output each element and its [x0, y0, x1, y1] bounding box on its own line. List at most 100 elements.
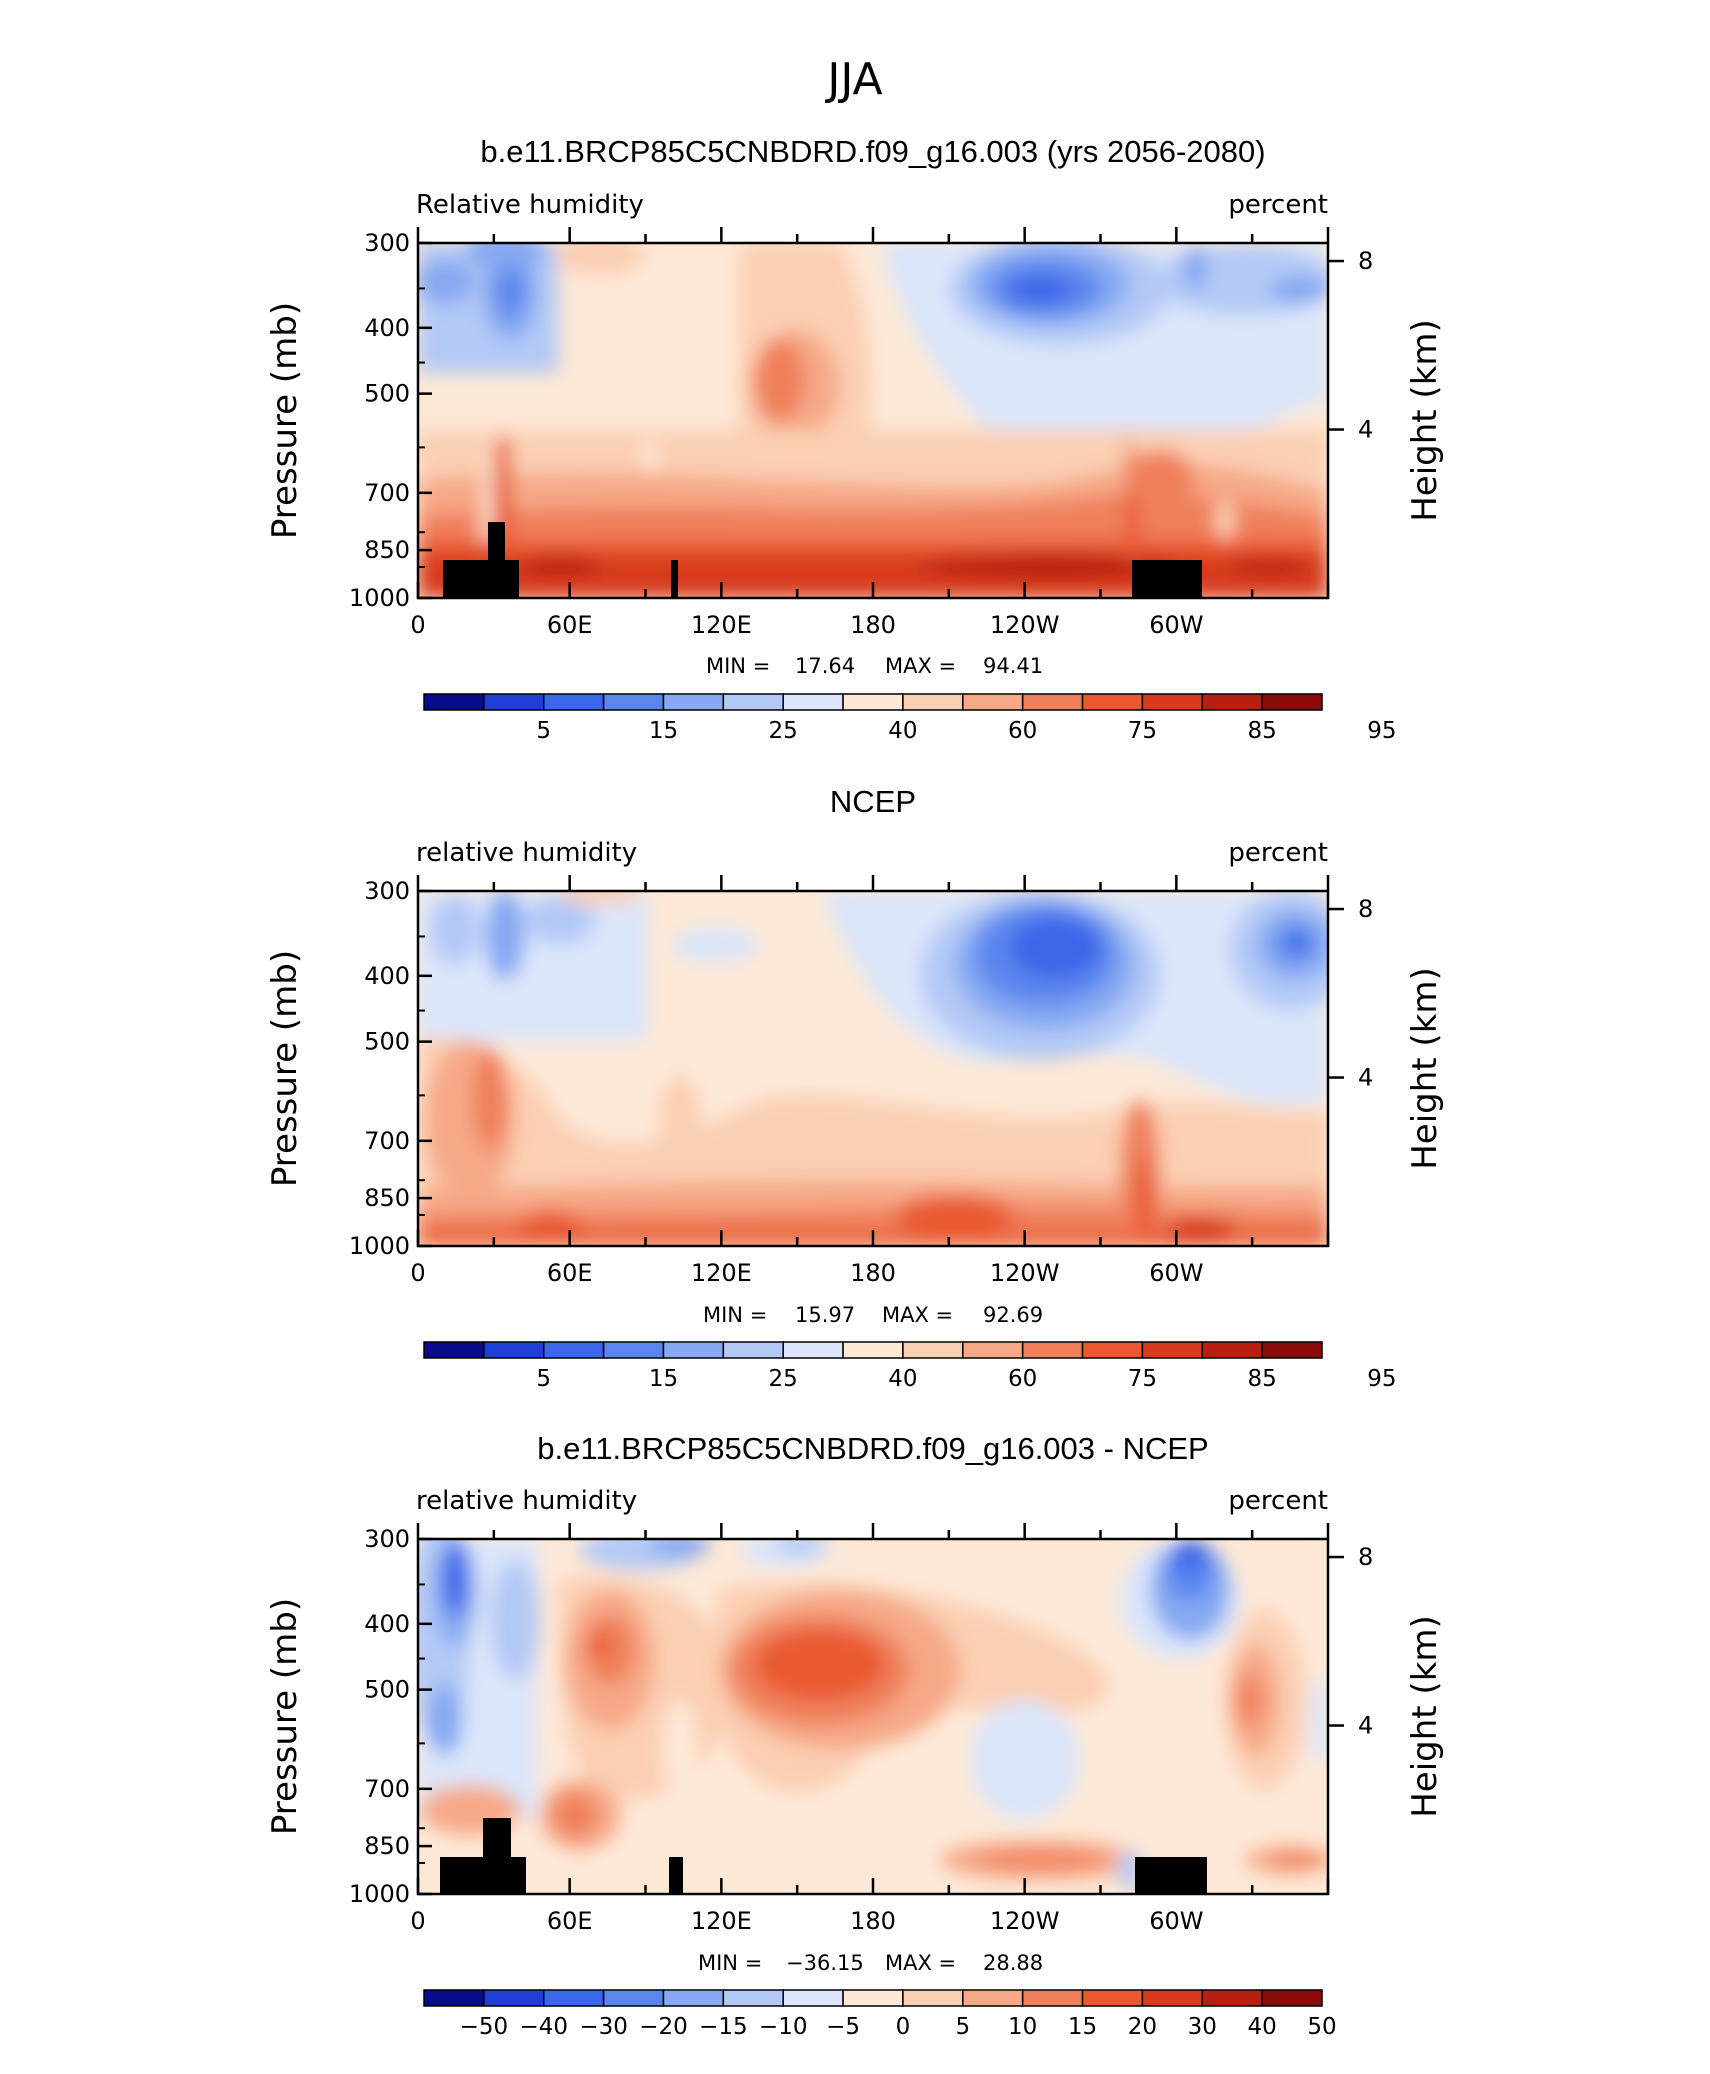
- panel-title: NCEP: [830, 784, 916, 819]
- colorbar-swatch: [1141, 1989, 1204, 2007]
- y-axis-title: Pressure (mb): [265, 302, 305, 539]
- colorbar-label: 10: [1008, 2014, 1037, 2040]
- y-tick-label: 1000: [349, 584, 410, 612]
- colorbar-label: 15: [1068, 2014, 1097, 2040]
- colorbar-label: 25: [769, 1366, 798, 1392]
- colorbar-swatch: [782, 693, 844, 711]
- stats-min-label: MIN =: [706, 654, 770, 678]
- y-tick-label: 300: [364, 1525, 410, 1553]
- colorbar-swatch: [1081, 693, 1144, 711]
- variable-label: Relative humidity: [416, 190, 644, 220]
- y-tick-label: 400: [364, 1610, 410, 1638]
- colorbar-label: −30: [579, 2014, 628, 2040]
- colorbar-swatch: [602, 1989, 665, 2007]
- panel-3: b.e11.BRCP85C5CNBDRD.f09_g16.003 - NCEP …: [265, 1431, 1445, 2040]
- x-tick-label: 120E: [691, 611, 752, 639]
- colorbar-swatch: [1021, 693, 1084, 711]
- colorbar-label: 5: [536, 718, 551, 744]
- stats-min-label: MIN =: [703, 1303, 767, 1327]
- y-right-tick-label: 4: [1358, 1712, 1373, 1740]
- colorbar-swatch: [602, 1341, 665, 1359]
- y-tick-label: 700: [364, 1127, 410, 1155]
- variable-label: relative humidity: [416, 1486, 637, 1516]
- colorbar-swatch: [1081, 1341, 1144, 1359]
- panel-2: NCEP relative humidity percent: [265, 784, 1445, 1392]
- colorbar-label: 30: [1188, 2014, 1217, 2040]
- colorbar-label: 95: [1367, 1366, 1396, 1392]
- y-tick-label: 1000: [349, 1232, 410, 1260]
- colorbar-label: 15: [649, 1366, 678, 1392]
- terrain-mask: [669, 1857, 683, 1894]
- colorbar-swatch: [782, 1989, 844, 2007]
- colorbar-swatch: [662, 693, 725, 711]
- x-tick-label: 180: [850, 1907, 896, 1935]
- colorbar-swatch: [423, 693, 485, 711]
- y-axis-title: Pressure (mb): [265, 950, 305, 1187]
- colorbar-swatch: [962, 1341, 1024, 1359]
- y-tick-label: 700: [364, 1775, 410, 1803]
- colorbar-label: 60: [1008, 1366, 1037, 1392]
- colorbar-swatch: [542, 1989, 605, 2007]
- colorbar-label: 25: [769, 718, 798, 744]
- colorbar-label: 85: [1247, 718, 1276, 744]
- y-right-axis-title: Height (km): [1405, 319, 1445, 522]
- x-tick-label: 60E: [547, 1259, 593, 1287]
- stats-max-label: MAX =: [885, 1951, 956, 1975]
- colorbar-label: 50: [1307, 2014, 1336, 2040]
- colorbar-swatch: [423, 1341, 485, 1359]
- colorbar-label: −50: [460, 2014, 509, 2040]
- y-tick-label: 850: [364, 1184, 410, 1212]
- panel-title: b.e11.BRCP85C5CNBDRD.f09_g16.003 - NCEP: [537, 1431, 1208, 1466]
- colorbar-swatch: [1261, 693, 1323, 711]
- panel-1: b.e11.BRCP85C5CNBDRD.f09_g16.003 (yrs 20…: [265, 134, 1445, 744]
- y-tick-label: 300: [364, 877, 410, 905]
- terrain-mask: [488, 522, 505, 562]
- colorbar-label: −5: [826, 2014, 860, 2040]
- colorbar-swatch: [1261, 1341, 1323, 1359]
- colorbar: 5 15 25 40 60 75 85 95: [423, 693, 1397, 744]
- x-tick-label: 60W: [1149, 611, 1203, 639]
- stats-min-value: 15.97: [795, 1303, 855, 1327]
- stats-max-value: 94.41: [983, 654, 1043, 678]
- y-tick-label: 300: [364, 229, 410, 257]
- y-tick-label: 500: [364, 380, 410, 408]
- colorbar-swatch: [542, 1341, 605, 1359]
- colorbar-label: 75: [1128, 1366, 1157, 1392]
- colorbar-swatch: [1201, 1341, 1263, 1359]
- colorbar-label: −15: [699, 2014, 748, 2040]
- colorbar-swatch: [902, 1341, 964, 1359]
- stats-min-value: 17.64: [795, 654, 855, 678]
- terrain-mask: [443, 560, 519, 598]
- stats-max-label: MAX =: [882, 1303, 953, 1327]
- variable-label: relative humidity: [416, 838, 637, 868]
- stats-min-value: −36.15: [786, 1951, 864, 1975]
- stats-max-value: 92.69: [983, 1303, 1043, 1327]
- colorbar-swatch: [662, 1341, 725, 1359]
- colorbar-label: 5: [536, 1366, 551, 1392]
- panel-title: b.e11.BRCP85C5CNBDRD.f09_g16.003 (yrs 20…: [480, 134, 1265, 169]
- page-title: JJA: [824, 54, 882, 105]
- colorbar-swatch: [842, 693, 904, 711]
- y-tick-label: 700: [364, 479, 410, 507]
- y-tick-label: 850: [364, 536, 410, 564]
- colorbar-swatch: [962, 693, 1024, 711]
- colorbar-swatch: [1081, 1989, 1144, 2007]
- y-tick-label: 400: [364, 314, 410, 342]
- contour-field: [418, 1539, 1328, 1894]
- terrain-mask: [1132, 560, 1202, 598]
- colorbar-swatch: [483, 1341, 545, 1359]
- colorbar: 5 15 25 40 60 75 85 95: [423, 1341, 1397, 1392]
- x-tick-label: 60E: [547, 1907, 593, 1935]
- colorbar-label: 0: [896, 2014, 911, 2040]
- stats-max-label: MAX =: [885, 654, 956, 678]
- colorbar-swatch: [902, 693, 964, 711]
- terrain-mask: [1135, 1857, 1207, 1894]
- stats-max-value: 28.88: [983, 1951, 1043, 1975]
- colorbar-swatch: [662, 1989, 725, 2007]
- colorbar-label: 95: [1367, 718, 1396, 744]
- colorbar-label: −40: [519, 2014, 568, 2040]
- colorbar-swatch: [842, 1989, 904, 2007]
- y-right-axis-title: Height (km): [1405, 1615, 1445, 1818]
- colorbar-swatch: [722, 1341, 784, 1359]
- y-tick-label: 1000: [349, 1880, 410, 1908]
